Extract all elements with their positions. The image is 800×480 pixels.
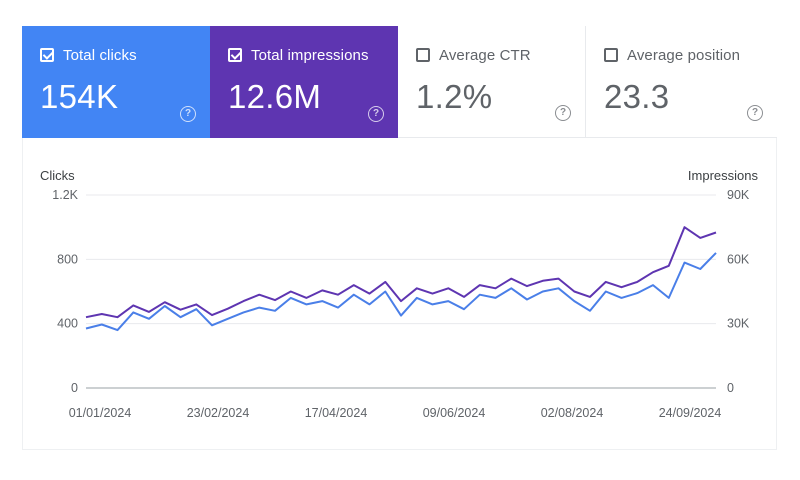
left-tick-label: 1.2K: [52, 188, 78, 202]
metric-label: Average CTR: [439, 46, 531, 64]
x-tick-label: 23/02/2024: [187, 406, 250, 420]
metric-tile-total-impressions[interactable]: Total impressions 12.6M ?: [210, 26, 398, 138]
left-tick-label: 400: [57, 317, 78, 331]
checkbox-icon[interactable]: [604, 48, 618, 62]
checkbox-icon[interactable]: [228, 48, 242, 62]
x-tick-label: 09/06/2024: [423, 406, 486, 420]
metric-label: Average position: [627, 46, 741, 64]
help-icon[interactable]: ?: [555, 105, 571, 121]
left-axis-title: Clicks: [40, 168, 75, 183]
help-icon[interactable]: ?: [368, 106, 384, 122]
left-tick-label: 800: [57, 252, 78, 266]
right-tick-label: 30K: [727, 317, 750, 331]
checkbox-icon[interactable]: [416, 48, 430, 62]
metric-label: Total clicks: [63, 46, 137, 64]
x-tick-label: 02/08/2024: [541, 406, 604, 420]
metric-value: 23.3: [604, 78, 670, 115]
metric-label: Total impressions: [251, 46, 369, 64]
metric-tile-total-clicks[interactable]: Total clicks 154K ?: [22, 26, 210, 138]
metric-value: 154K: [40, 78, 119, 115]
metric-value: 12.6M: [228, 78, 322, 115]
x-tick-label: 01/01/2024: [69, 406, 132, 420]
metric-tiles: Total clicks 154K ? Total impressions 12…: [22, 26, 777, 138]
right-tick-label: 60K: [727, 252, 750, 266]
right-tick-label: 90K: [727, 188, 750, 202]
left-tick-label: 0: [71, 381, 78, 395]
metric-tile-average-ctr[interactable]: Average CTR 1.2% ?: [398, 26, 586, 138]
help-icon[interactable]: ?: [747, 105, 763, 121]
right-tick-label: 0: [727, 381, 734, 395]
right-axis-title: Impressions: [688, 168, 759, 183]
metric-tile-average-position[interactable]: Average position 23.3 ?: [586, 26, 777, 138]
x-tick-label: 24/09/2024: [659, 406, 722, 420]
x-tick-label: 17/04/2024: [305, 406, 368, 420]
checkbox-icon[interactable]: [40, 48, 54, 62]
help-icon[interactable]: ?: [180, 106, 196, 122]
series-line-right-axis: [85, 226, 717, 319]
series-line-left-axis: [85, 252, 717, 332]
metric-value: 1.2%: [416, 78, 493, 115]
